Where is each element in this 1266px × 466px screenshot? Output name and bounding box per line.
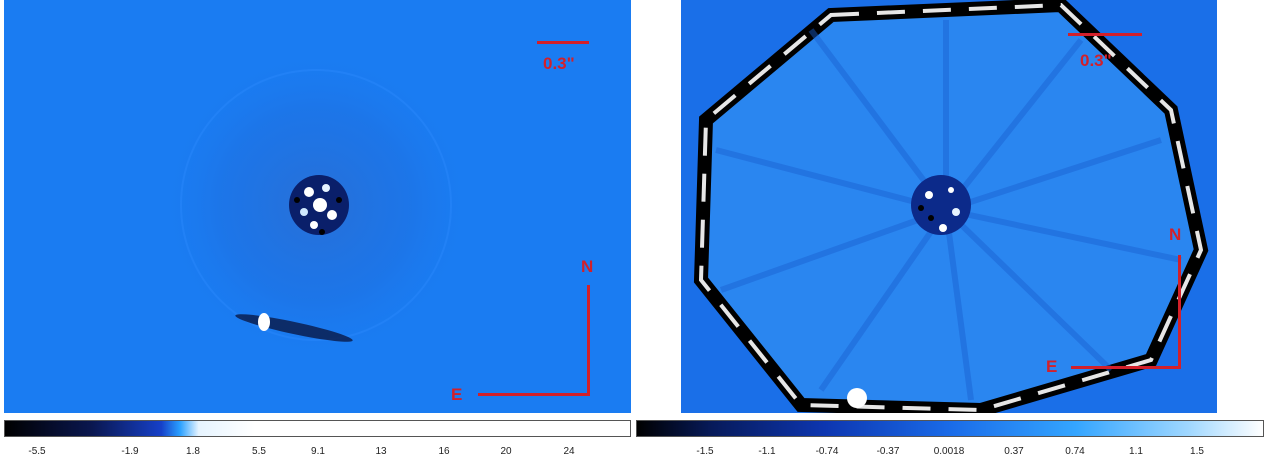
left-image-render	[4, 0, 631, 413]
right-colorbar-tick: 1.1	[1129, 446, 1143, 457]
scale-label: 0.3"	[1080, 51, 1112, 70]
right-colorbar-tick: -1.1	[758, 446, 776, 457]
left-colorbar-tick: 9.1	[311, 446, 325, 457]
right-image-render	[681, 0, 1217, 413]
central-speckle	[911, 175, 971, 235]
east-label: E	[451, 385, 463, 404]
scale-bar	[1068, 33, 1142, 36]
left-colorbar-tick: 20	[500, 446, 512, 457]
compass-east-line	[1071, 366, 1181, 369]
central-speckle	[289, 175, 349, 235]
companion-source	[847, 388, 867, 408]
compass-east-line	[478, 393, 590, 396]
right-colorbar-tick: 1.5	[1190, 446, 1204, 457]
scale-label: 0.3"	[543, 54, 575, 73]
compass-north-line	[587, 285, 590, 395]
left-colorbar-tick: -1.9	[121, 446, 139, 457]
left-colorbar-tick: -5.5	[28, 446, 46, 457]
left-colorbar	[4, 420, 631, 437]
left-colorbar-tick: 24	[563, 446, 575, 457]
right-colorbar-tick: 0.0018	[933, 446, 965, 457]
left-colorbar-tick: 1.8	[186, 446, 200, 457]
right-image-panel: 0.3" N E	[681, 0, 1217, 413]
right-colorbar-tick: 0.74	[1065, 446, 1085, 457]
north-label: N	[1169, 225, 1182, 244]
right-colorbar	[636, 420, 1264, 437]
left-image-panel: 0.3" N E	[4, 0, 631, 413]
scale-bar	[537, 41, 589, 44]
compass-north-line	[1178, 255, 1181, 369]
left-colorbar-tick: 5.5	[252, 446, 266, 457]
left-colorbar-tick: 16	[438, 446, 450, 457]
left-colorbar-tick: 13	[375, 446, 387, 457]
companion-source	[235, 313, 353, 342]
right-colorbar-tick: -0.37	[876, 446, 900, 457]
east-label: E	[1046, 357, 1058, 376]
right-colorbar-tick: 0.37	[1004, 446, 1024, 457]
north-label: N	[581, 257, 594, 276]
right-colorbar-tick: -0.74	[815, 446, 839, 457]
right-colorbar-tick: -1.5	[696, 446, 714, 457]
